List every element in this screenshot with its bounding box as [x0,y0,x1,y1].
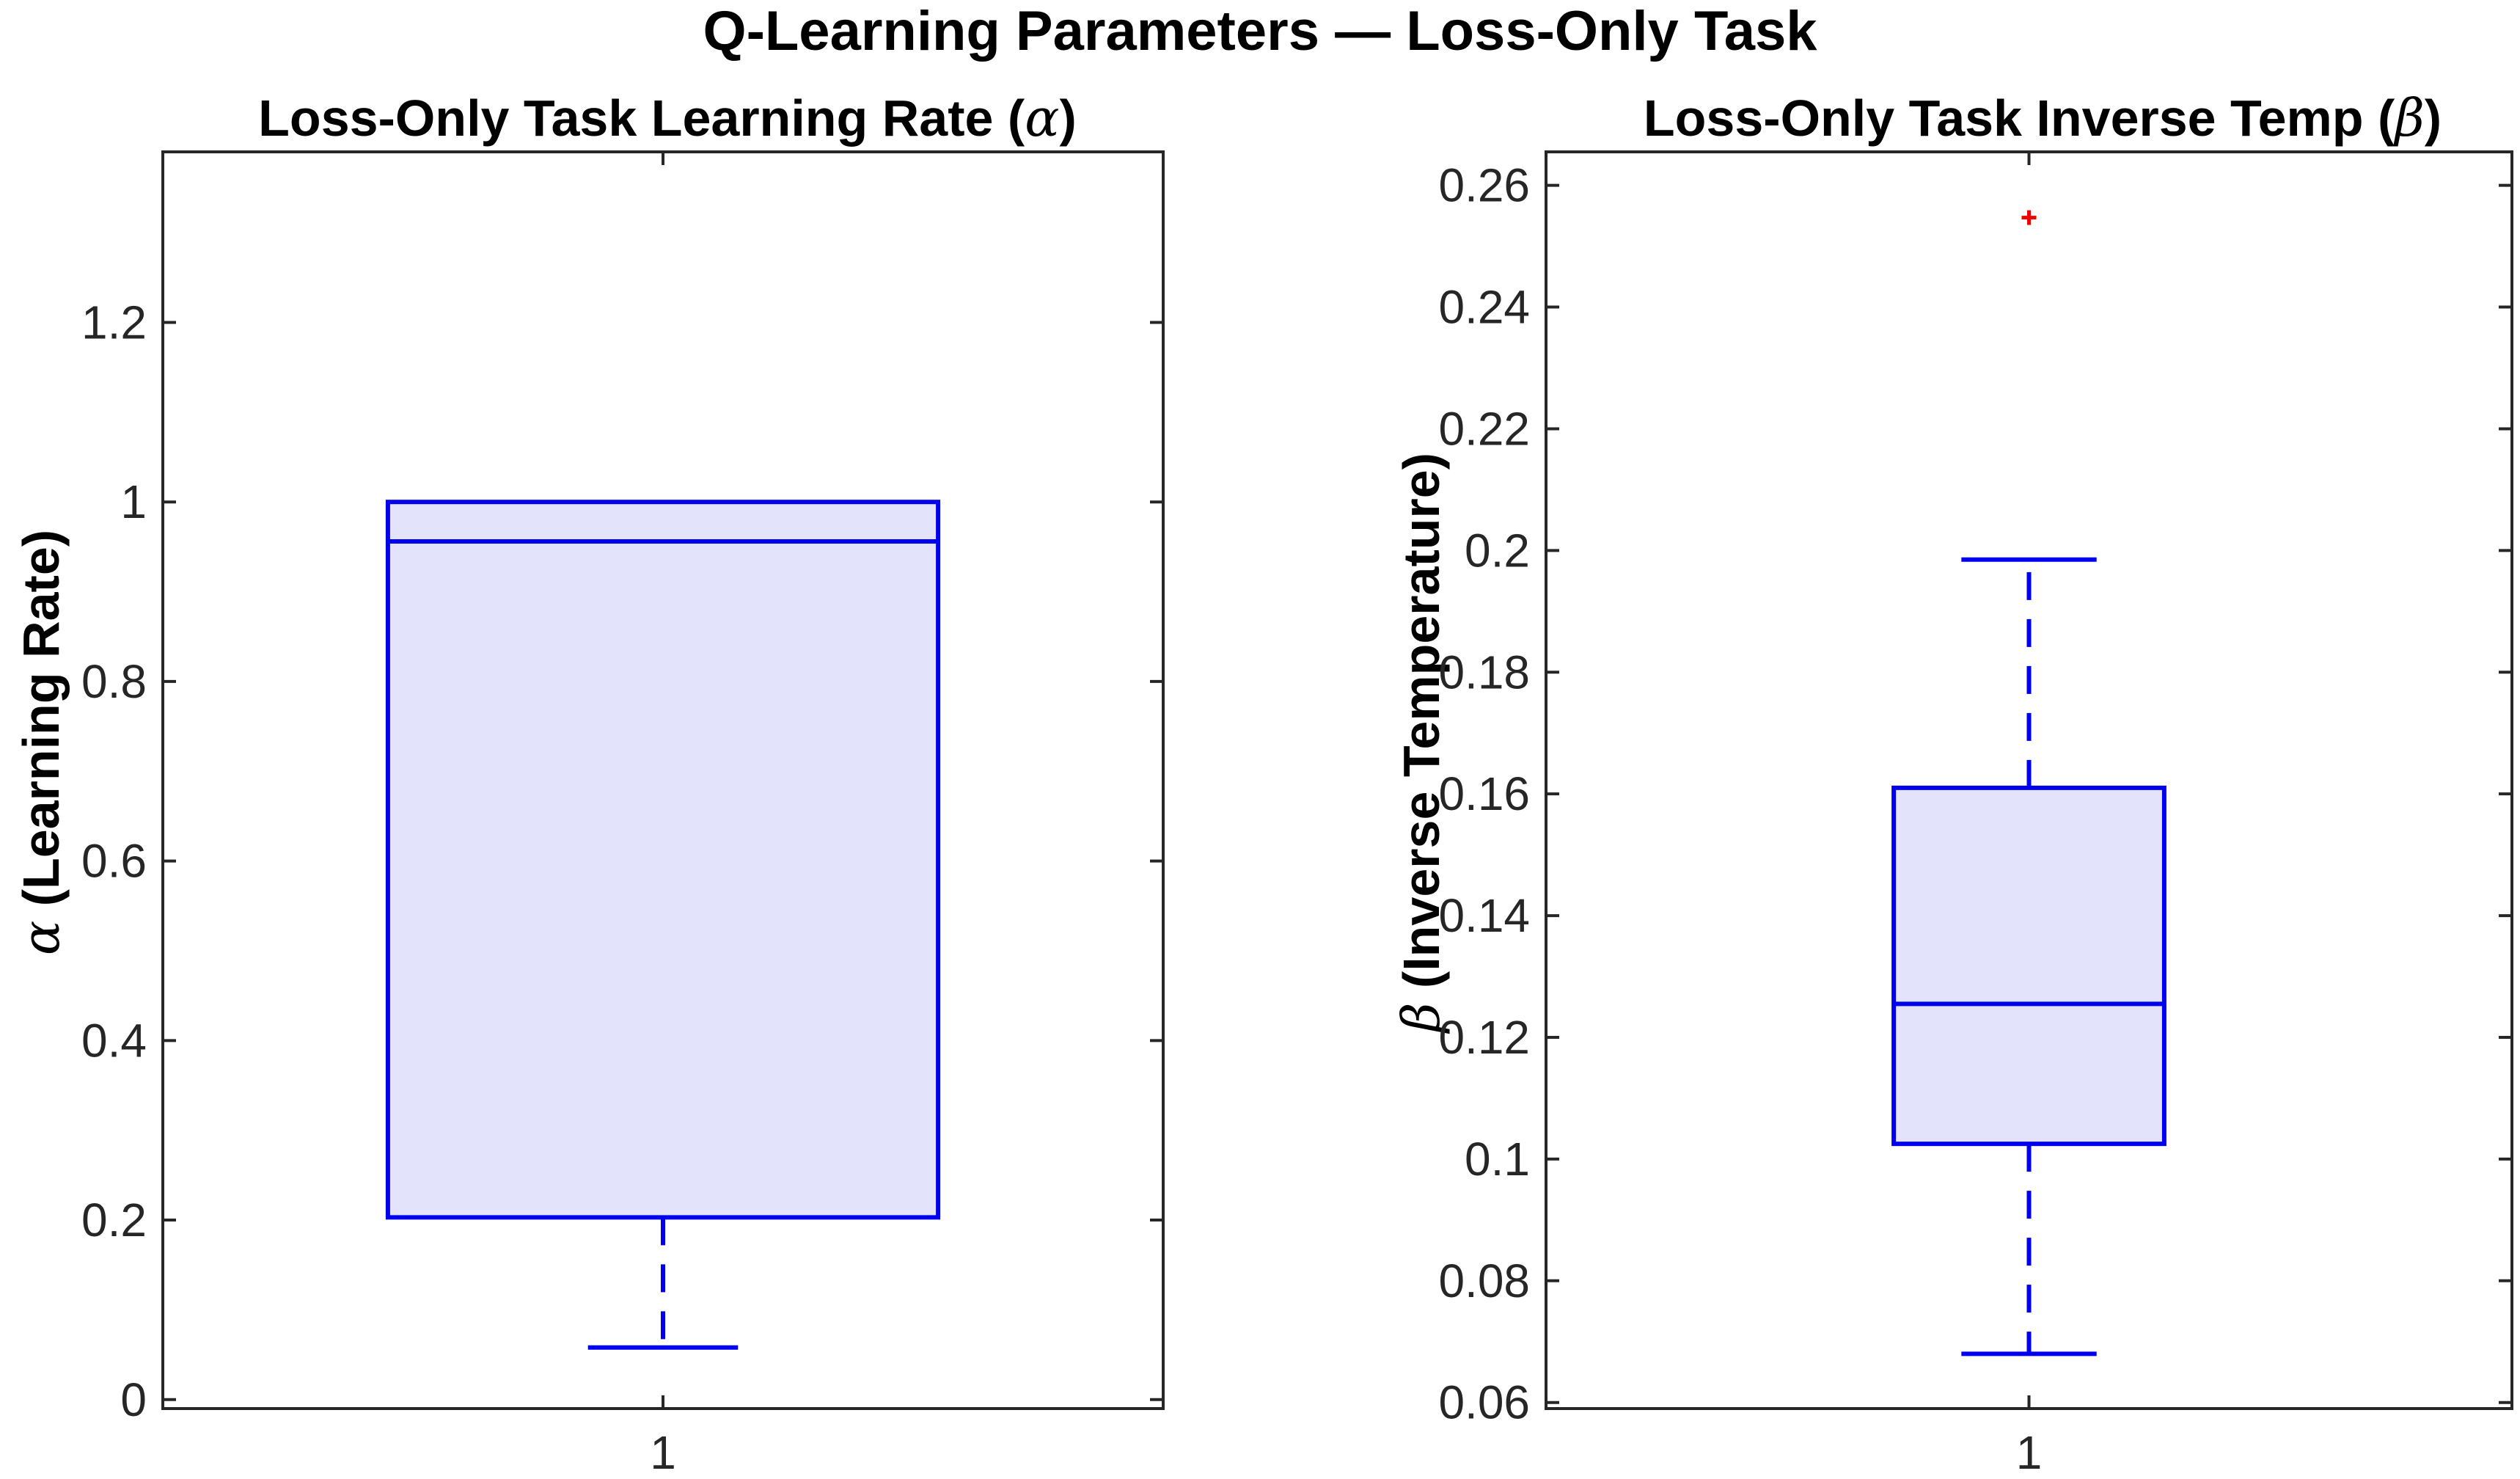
inverse-temp-y-tick-label: 0.06 [1438,1376,1530,1429]
learning-rate-y-tick-label: 1 [120,475,147,528]
inverse-temp-y-tick-label: 0.14 [1438,889,1530,942]
learning-rate-y-tick-label: 0.8 [81,655,147,708]
learning-rate-title: Loss-Only Task Learning Rate (α) [258,88,1077,148]
inverse-temp-x-ticks: 1 [2016,152,2043,1479]
inverse-temp-y-tick-label: 0.12 [1438,1011,1530,1064]
learning-rate-title-text: Loss-Only Task Learning Rate ( [258,90,1025,147]
inverse-temp-boxes [1891,210,2166,1356]
learning-rate-y-tick-label: 0.2 [81,1194,147,1246]
inverse-temp-y-axis-symbol: β [1391,1003,1451,1034]
inverse-temp-title: Loss-Only Task Inverse Temp (β) [1644,88,2442,148]
learning-rate-boxplot: Loss-Only Task Learning Rate (α) α (Lear… [11,88,1165,1479]
learning-rate-y-ticks: 0 0.2 0.4 0.6 0.8 1 1.2 [81,296,1163,1426]
inverse-temp-title-symbol: β [2392,88,2424,148]
inverse-temp-y-tick-label: 0.18 [1438,646,1530,698]
inverse-temp-y-tick-label: 0.22 [1438,402,1530,455]
learning-rate-y-axis-symbol: α [11,921,71,955]
learning-rate-y-tick-label: 0.6 [81,835,147,888]
inverse-temp-y-tick-label: 0.16 [1438,767,1530,820]
inverse-temp-y-tick-label: 0.26 [1438,159,1530,212]
learning-rate-y-axis-label: α (Learning Rate) [11,530,71,955]
inverse-temp-y-axis-text: (Inverse Temperature) [1393,453,1450,1003]
inverse-temp-outlier-marker [2021,210,2037,225]
learning-rate-title-close: ) [1060,90,1077,147]
learning-rate-box [385,500,941,1220]
inverse-temp-box [1891,785,2166,1147]
inverse-temp-y-tick-label: 0.2 [1465,524,1530,577]
inverse-temp-y-tick-label: 0.24 [1438,281,1530,334]
learning-rate-title-symbol: α [1025,88,1059,148]
learning-rate-y-tick-label: 0 [120,1373,147,1426]
inverse-temp-y-tick-label: 0.1 [1465,1133,1530,1186]
learning-rate-x-ticks: 1 [650,152,676,1479]
figure-title: Q-Learning Parameters — Loss-Only Task [703,0,1817,62]
learning-rate-x-tick-label: 1 [650,1426,676,1479]
learning-rate-boxes [385,500,941,1350]
inverse-temp-title-text: Loss-Only Task Inverse Temp ( [1644,90,2395,147]
inverse-temp-title-close: ) [2425,90,2442,147]
learning-rate-y-tick-label: 0.4 [81,1014,147,1067]
inverse-temp-boxplot: Loss-Only Task Inverse Temp (β) β (Inver… [1391,88,2513,1479]
inverse-temp-x-tick-label: 1 [2016,1426,2043,1479]
inverse-temp-y-axis-label: β (Inverse Temperature) [1391,453,1451,1034]
learning-rate-y-tick-label: 1.2 [81,296,147,348]
inverse-temp-y-tick-label: 0.08 [1438,1255,1530,1307]
inverse-temp-y-ticks: 0.06 0.08 0.1 0.12 0.14 0.16 0.18 0.2 0.22 0.24 0.… [1438,159,2512,1429]
learning-rate-y-axis-text: (Learning Rate) [12,530,70,921]
